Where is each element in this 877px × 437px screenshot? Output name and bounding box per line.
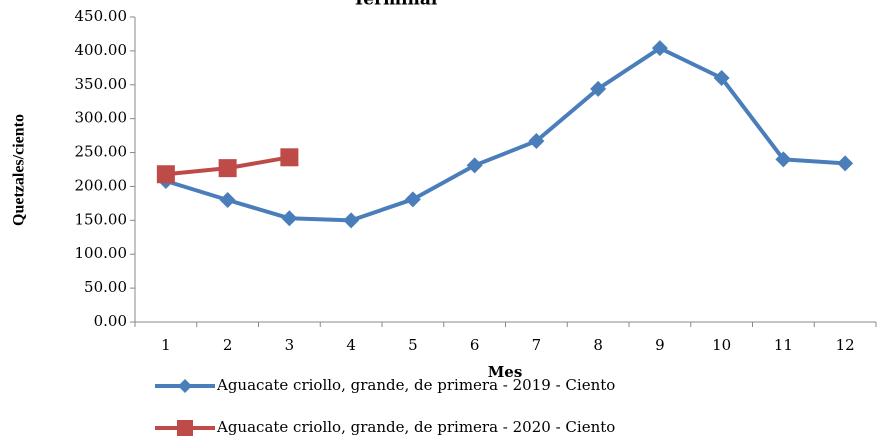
y-tick-label: 50.00 bbox=[84, 278, 127, 296]
x-tick-label: 12 bbox=[836, 336, 855, 354]
y-tick-label: 400.00 bbox=[75, 41, 128, 59]
marker bbox=[156, 165, 175, 184]
x-tick-label: 2 bbox=[223, 336, 233, 354]
x-tick-label: 7 bbox=[532, 336, 542, 354]
y-tick-label: 100.00 bbox=[75, 244, 128, 262]
y-tick-label: 250.00 bbox=[75, 143, 128, 161]
x-axis-label: Mes bbox=[488, 363, 523, 381]
x-tick-label: 10 bbox=[712, 336, 731, 354]
chart-title: Terminal bbox=[353, 0, 438, 10]
marker bbox=[177, 420, 193, 436]
marker bbox=[218, 159, 237, 178]
y-tick-label: 0.00 bbox=[94, 312, 127, 330]
x-tick-label: 6 bbox=[470, 336, 480, 354]
marker bbox=[466, 157, 483, 174]
x-tick-label: 11 bbox=[774, 336, 793, 354]
line bbox=[165, 46, 846, 223]
marker bbox=[590, 80, 607, 97]
marker bbox=[713, 70, 730, 86]
y-tick-label: 200.00 bbox=[75, 176, 128, 194]
x-tick-label: 1 bbox=[161, 336, 171, 354]
x-tick-label: 5 bbox=[408, 336, 418, 354]
x-tick-label: 8 bbox=[593, 336, 603, 354]
y-axis-label: Quetzales/ciento bbox=[11, 114, 28, 226]
y-tick-label: 300.00 bbox=[75, 109, 128, 127]
marker bbox=[280, 148, 299, 167]
x-tick-label: 9 bbox=[655, 336, 665, 354]
y-tick-label: 450.00 bbox=[75, 7, 128, 25]
marker bbox=[651, 40, 668, 57]
legend-label: Aguacate criollo, grande, de primera - 2… bbox=[216, 418, 615, 436]
marker bbox=[178, 379, 192, 393]
marker bbox=[837, 155, 854, 172]
x-tick-label: 4 bbox=[346, 336, 356, 354]
y-tick-label: 150.00 bbox=[75, 210, 128, 228]
x-tick-label: 3 bbox=[285, 336, 295, 354]
marker bbox=[219, 192, 236, 208]
marker bbox=[281, 210, 298, 227]
marker bbox=[404, 191, 421, 208]
legend-label: Aguacate criollo, grande, de primera - 2… bbox=[216, 376, 615, 394]
marker bbox=[343, 212, 360, 229]
y-tick-label: 350.00 bbox=[75, 75, 128, 93]
marker bbox=[775, 151, 792, 168]
marker bbox=[528, 133, 545, 150]
